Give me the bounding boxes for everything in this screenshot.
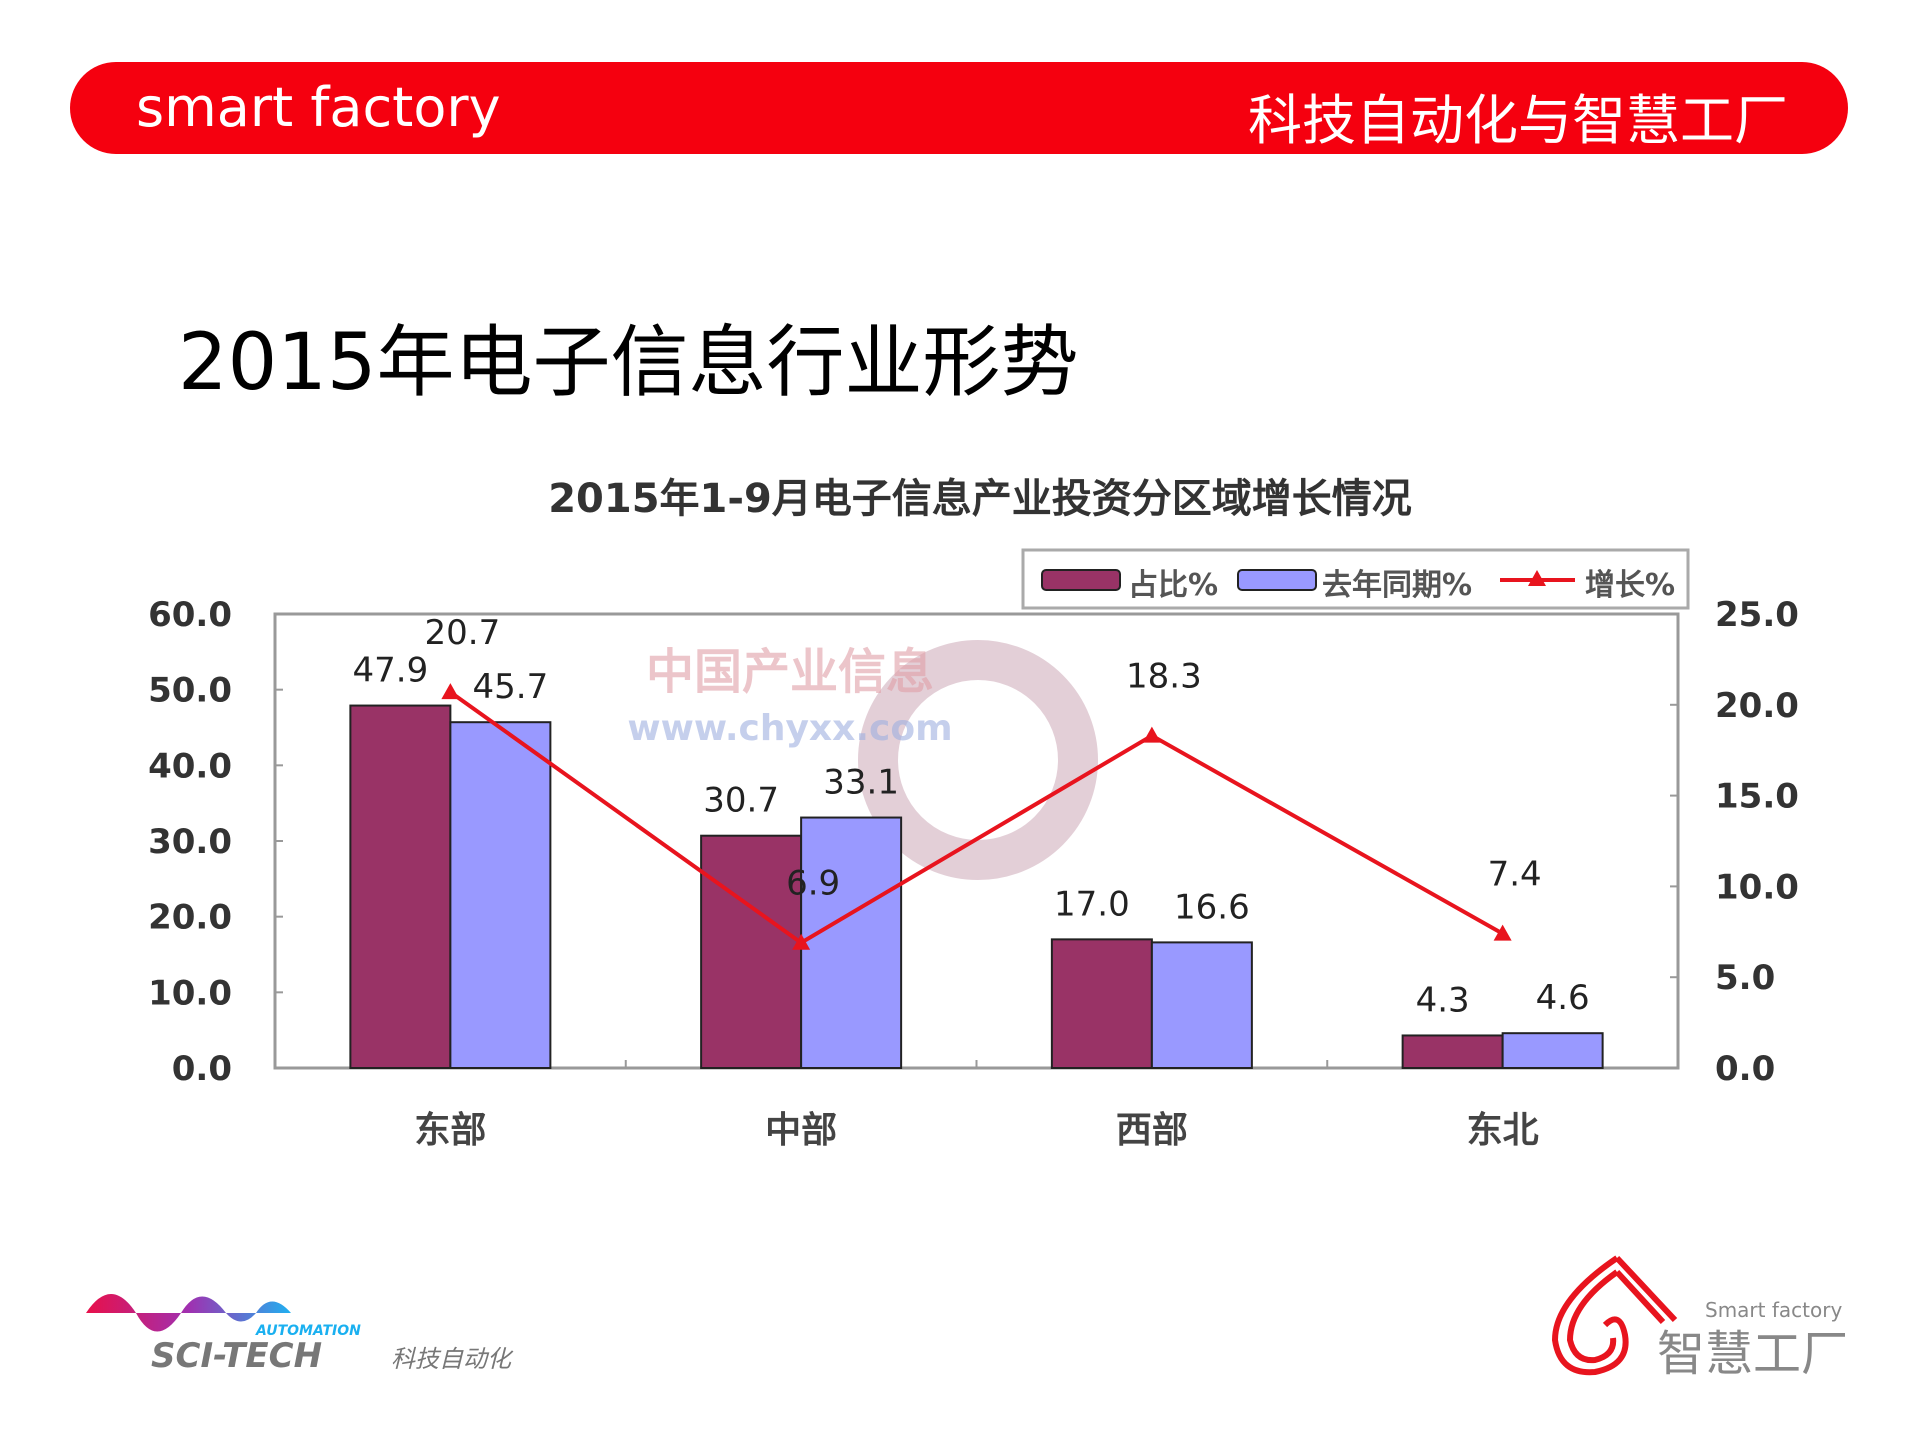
y-tick-label: 0.0 — [172, 1049, 232, 1089]
y-tick-label: 20.0 — [148, 898, 232, 938]
y-tick-label: 30.0 — [148, 822, 232, 862]
growth-label: 18.3 — [1126, 657, 1202, 697]
y-tick-label: 60.0 — [148, 595, 232, 635]
growth-marker — [1142, 726, 1161, 743]
y-tick-label: 50.0 — [148, 671, 232, 711]
data-label: 16.6 — [1174, 887, 1250, 927]
y-tick-label: 10.0 — [148, 973, 232, 1013]
data-label: 17.0 — [1054, 884, 1130, 924]
data-label: 47.9 — [353, 651, 429, 691]
bar-share — [700, 834, 803, 1069]
watermark-url: www.chyxx.com — [627, 708, 952, 749]
svg-text:科技自动化: 科技自动化 — [391, 1345, 514, 1373]
data-label: 30.7 — [703, 781, 779, 821]
growth-label: 6.9 — [786, 864, 840, 904]
legend-label: 占比% — [1128, 568, 1218, 603]
bar-share — [1050, 938, 1153, 1069]
legend-swatch-last-year — [1237, 569, 1317, 591]
legend-label: 去年同期% — [1322, 568, 1472, 603]
category-label: 东北 — [1467, 1110, 1539, 1151]
header-left-text: smart factory — [136, 76, 501, 139]
data-label: 4.6 — [1536, 978, 1590, 1018]
y-tick-label: 40.0 — [148, 746, 232, 786]
y2-tick-label: 5.0 — [1715, 958, 1775, 998]
svg-text:AUTOMATION: AUTOMATION — [255, 1323, 361, 1339]
growth-marker — [441, 683, 460, 700]
header-banner: smart factory 科技自动化与智慧工厂 — [70, 62, 1848, 154]
y2-tick-label: 0.0 — [1715, 1049, 1775, 1089]
legend-swatch-share — [1041, 569, 1121, 591]
slide-title: 2015年电子信息行业形势 — [178, 318, 1079, 408]
bar-last-year — [800, 816, 903, 1069]
svg-text:智慧工厂: 智慧工厂 — [1657, 1326, 1845, 1380]
header-right-text: 科技自动化与智慧工厂 — [1248, 89, 1788, 152]
category-label: 东部 — [414, 1110, 486, 1151]
y2-tick-label: 15.0 — [1715, 777, 1799, 817]
y2-tick-label: 20.0 — [1715, 686, 1799, 726]
growth-label: 20.7 — [425, 613, 501, 653]
y2-tick-label: 25.0 — [1715, 595, 1799, 635]
category-label: 中部 — [765, 1110, 837, 1151]
chart-title: 2015年1-9月电子信息产业投资分区域增长情况 — [548, 476, 1412, 522]
legend-marker-growth — [1528, 570, 1546, 586]
growth-line — [449, 690, 1504, 946]
smart-factory-logo: Smart factory 智慧工厂 — [1551, 1255, 1845, 1380]
growth-marker — [1493, 924, 1512, 941]
data-label: 4.3 — [1416, 980, 1470, 1020]
y2-tick-label: 10.0 — [1715, 867, 1799, 907]
bar-last-year — [449, 721, 552, 1069]
data-label: 45.7 — [473, 667, 549, 707]
growth-label: 7.4 — [1488, 855, 1542, 895]
bar-last-year — [1150, 941, 1253, 1069]
svg-text:SCI-TECH: SCI-TECH — [151, 1336, 322, 1375]
svg-text:Smart factory: Smart factory — [1705, 1298, 1842, 1322]
bar-share — [1401, 1034, 1504, 1070]
watermark-text: 中国产业信息 — [646, 644, 934, 700]
data-label: 33.1 — [823, 763, 899, 803]
bar-share — [349, 704, 452, 1069]
bar-last-year — [1501, 1032, 1604, 1070]
legend-label: 增长% — [1585, 568, 1675, 603]
category-label: 西部 — [1116, 1110, 1188, 1151]
legend — [1021, 548, 1690, 610]
watermark-logo — [858, 640, 1098, 880]
sci-tech-logo: AUTOMATION SCI-TECH 科技自动化 — [86, 1294, 514, 1375]
growth-marker — [792, 933, 811, 950]
